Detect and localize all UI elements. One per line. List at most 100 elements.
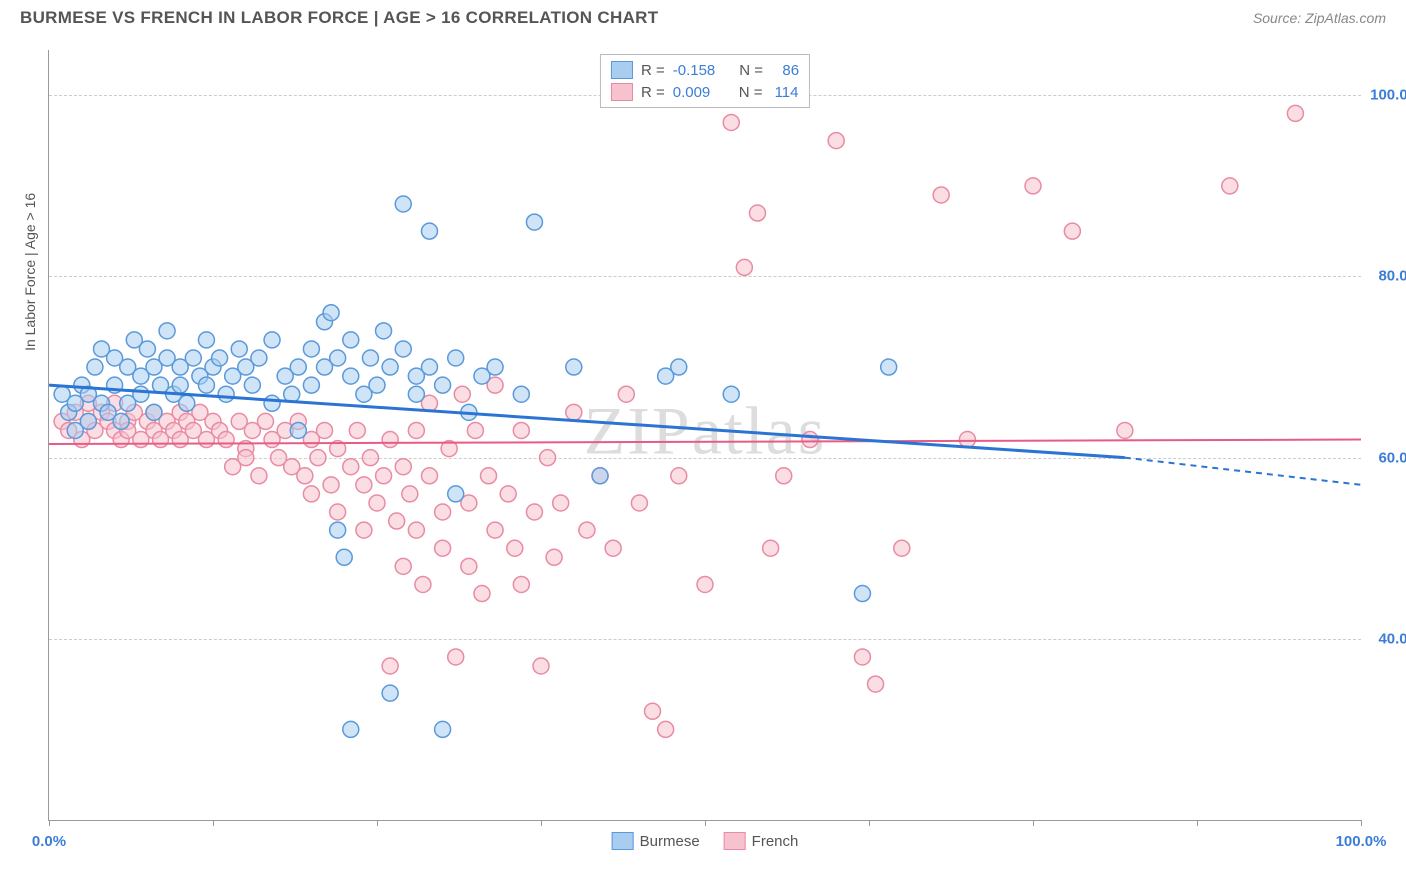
french-point [802,432,818,448]
french-point [323,477,339,493]
y-tick-label: 60.0% [1366,449,1406,466]
burmese-point [251,350,267,366]
burmese-point [330,350,346,366]
burmese-point [179,395,195,411]
chart-header: BURMESE VS FRENCH IN LABOR FORCE | AGE >… [0,0,1406,28]
french-n-value: 114 [770,84,798,101]
burmese-point [198,332,214,348]
french-point [605,540,621,556]
burmese-point [212,350,228,366]
legend-row-burmese: R = -0.158 N = 86 [611,59,799,81]
french-point [500,486,516,502]
x-tick [49,820,50,826]
burmese-point [487,359,503,375]
burmese-point [218,386,234,402]
french-point [474,586,490,602]
burmese-point [592,468,608,484]
french-point [415,576,431,592]
french-point [382,658,398,674]
french-point [330,504,346,520]
french-swatch [724,832,746,850]
french-point [481,468,497,484]
y-axis-title: In Labor Force | Age > 16 [22,193,38,351]
burmese-point [382,685,398,701]
burmese-point [421,223,437,239]
burmese-point [264,332,280,348]
french-r-value: 0.009 [673,84,715,101]
french-point [408,522,424,538]
burmese-point [146,404,162,420]
french-point [513,576,529,592]
legend-item-french: French [724,832,799,850]
burmese-point [303,377,319,393]
burmese-point [139,341,155,357]
burmese-point [133,386,149,402]
french-point [959,432,975,448]
french-point [546,549,562,565]
burmese-r-value: -0.158 [673,62,716,79]
legend-row-french: R = 0.009 N = 114 [611,81,799,103]
french-point [553,495,569,511]
burmese-point [566,359,582,375]
burmese-point [323,305,339,321]
french-point [303,486,319,502]
burmese-point [526,214,542,230]
french-point [658,721,674,737]
burmese-point [264,395,280,411]
burmese-point [343,332,359,348]
correlation-legend: R = -0.158 N = 86 R = 0.009 N = 114 [600,54,810,108]
french-point [389,513,405,529]
burmese-point [244,377,260,393]
french-point [257,413,273,429]
y-tick-label: 80.0% [1366,268,1406,285]
french-point [467,422,483,438]
french-point [671,468,687,484]
burmese-label: Burmese [640,833,700,850]
y-tick-label: 100.0% [1366,87,1406,104]
burmese-point [113,413,129,429]
french-point [487,522,503,538]
french-point [454,386,470,402]
burmese-point [395,196,411,212]
french-point [251,468,267,484]
burmese-point [343,721,359,737]
burmese-swatch [611,61,633,79]
french-point [376,468,392,484]
french-point [828,133,844,149]
burmese-point [435,377,451,393]
burmese-point [290,422,306,438]
burmese-point [854,586,870,602]
y-tick-label: 40.0% [1366,630,1406,647]
french-point [631,495,647,511]
french-point [894,540,910,556]
chart-title: BURMESE VS FRENCH IN LABOR FORCE | AGE >… [20,8,658,28]
burmese-point [336,549,352,565]
french-label: French [752,833,799,850]
burmese-point [231,341,247,357]
french-point [723,114,739,130]
french-point [868,676,884,692]
burmese-point [198,377,214,393]
french-point [533,658,549,674]
x-tick [1033,820,1034,826]
french-point [1287,105,1303,121]
burmese-point [172,377,188,393]
n-label: N = [739,62,763,79]
burmese-point [330,522,346,538]
french-point [1064,223,1080,239]
french-point [1222,178,1238,194]
burmese-point [421,359,437,375]
burmese-point [435,721,451,737]
x-tick-label: 100.0% [1336,833,1387,850]
french-point [343,459,359,475]
x-tick-label: 0.0% [32,833,66,850]
french-point [356,522,372,538]
french-point [645,703,661,719]
french-point [749,205,765,221]
burmese-n-value: 86 [771,62,799,79]
french-point [763,540,779,556]
french-point [408,422,424,438]
french-point [349,422,365,438]
burmese-point [395,341,411,357]
french-point [776,468,792,484]
